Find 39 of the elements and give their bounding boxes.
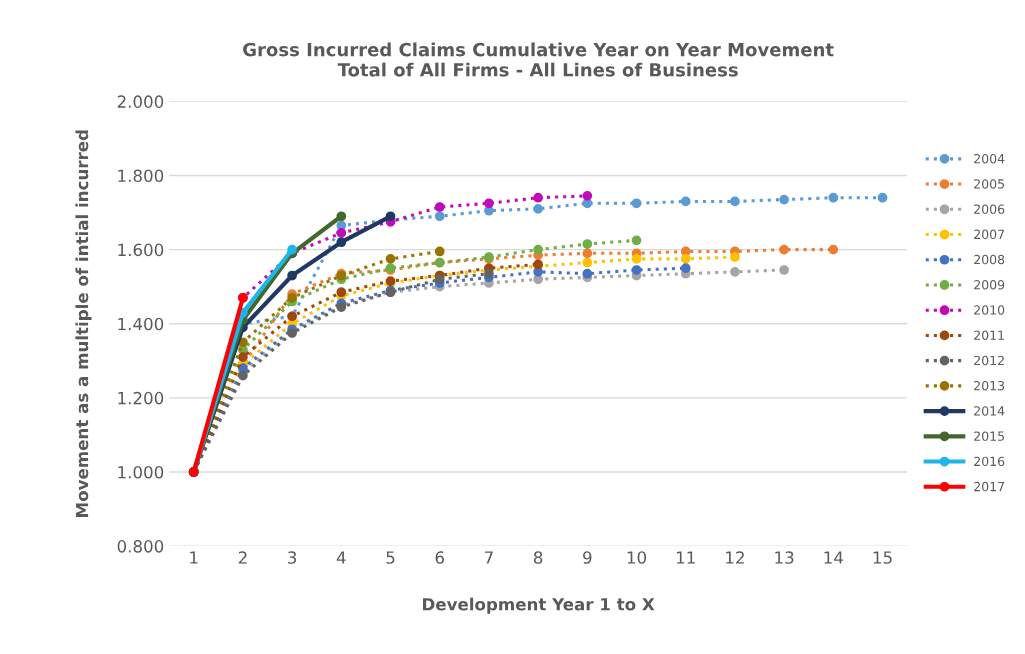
legend-label: 2006 <box>974 204 1005 214</box>
legend-label: 2014 <box>974 406 1005 416</box>
legend-label: 2015 <box>974 431 1004 441</box>
x-tick-label: 13 <box>775 551 794 564</box>
x-tick-label: 2 <box>238 551 247 564</box>
y-tick-label: 1.200 <box>118 391 164 405</box>
y-tick-label: 1.600 <box>118 243 164 257</box>
legend-label: 2013 <box>974 380 1005 391</box>
y-tick-label: 1.800 <box>118 169 164 183</box>
x-axis-title: Development Year 1 to X <box>423 597 655 614</box>
x-tick-label: 4 <box>336 551 346 564</box>
legend-label: 2005 <box>974 179 1004 189</box>
legend-label: 2011 <box>974 330 1004 340</box>
y-tick-label: 1.400 <box>118 317 164 331</box>
x-tick-label: 3 <box>288 551 297 564</box>
x-tick-label: 14 <box>824 551 843 564</box>
legend-label: 2017 <box>974 481 1004 492</box>
legend-label: 2007 <box>974 229 1004 240</box>
x-tick-label: 10 <box>627 551 647 564</box>
legend-label: 2004 <box>974 153 1005 164</box>
y-tick-label: 2.000 <box>117 95 164 108</box>
legend-label: 2016 <box>974 456 1005 467</box>
y-tick-label: 0.800 <box>117 540 164 553</box>
x-tick-label: 11 <box>676 551 695 564</box>
y-tick-label: 1.000 <box>118 465 164 479</box>
legend-label: 2010 <box>974 305 1005 315</box>
x-tick-label: 5 <box>386 551 395 564</box>
x-tick-label: 1 <box>190 551 198 564</box>
x-tick-label: 7 <box>484 551 493 564</box>
legend-label: 2012 <box>974 355 1004 366</box>
x-tick-label: 9 <box>583 551 592 564</box>
x-tick-label: 6 <box>435 551 444 564</box>
y-axis-title: Movement as a multiple of intial incurred <box>75 130 92 517</box>
chart-title: Gross Incurred Claims Cumulative Year on Year Movement Total of All Firms - All Lines of Business <box>243 42 834 77</box>
x-tick-label: 12 <box>726 551 744 564</box>
x-tick-label: 8 <box>533 551 543 564</box>
legend-label: 2008 <box>974 254 1005 265</box>
legend-label: 2009 <box>974 280 1005 290</box>
x-tick-label: 15 <box>873 551 892 564</box>
